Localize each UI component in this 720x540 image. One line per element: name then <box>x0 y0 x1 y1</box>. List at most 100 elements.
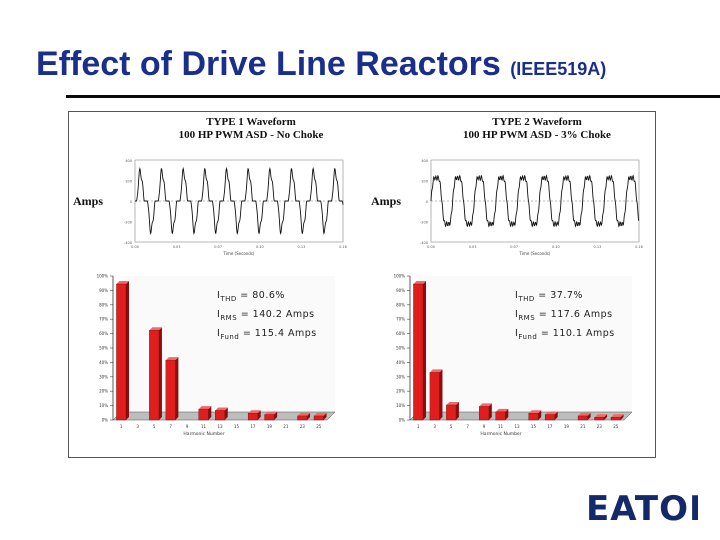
panel2-bar-top <box>610 414 624 418</box>
panel1-xaxis-label: Harmonic Number <box>183 431 224 437</box>
panel2-ytick-label: 60% <box>396 331 405 336</box>
panel1-ytick-label: 20% <box>99 389 108 394</box>
panel2-bar-side <box>620 414 624 420</box>
panel2-bar-side <box>423 281 427 420</box>
panel2-xtick-label: 5 <box>450 424 453 429</box>
panel1-bar-side <box>257 410 261 420</box>
panel1-xtick-label: 13 <box>217 424 223 429</box>
panel2-bar-top <box>594 414 608 418</box>
panel2-xtick-label: 13 <box>514 424 520 429</box>
panel1-xtick-label: 0.00 <box>131 245 139 249</box>
panel2-ytick-label: 40% <box>396 360 405 365</box>
panel2-ithd: ITHD = 37.7% <box>515 290 583 303</box>
panel2-ytick-label: 70% <box>396 317 405 322</box>
panel1-ytick-label: 80% <box>99 302 108 307</box>
panel2-xtick-label: 9 <box>483 424 486 429</box>
panel1-ytick-label: 0% <box>102 418 109 423</box>
panel1-xtick-label: 0.03 <box>173 245 181 249</box>
panel2-ytick-label: 400 <box>421 159 428 163</box>
panel2-xtick-label: 0.16 <box>635 245 643 249</box>
panel1-irms: IRMS = 140.2 Amps <box>217 309 315 322</box>
panel2-xtick-label: 0.10 <box>552 245 560 249</box>
panel2-ytick-label: 0 <box>426 200 428 204</box>
panel2-waveform-trace <box>430 174 640 228</box>
panel2-bar-23 <box>594 417 605 421</box>
panel2-amps-label: Amps <box>371 194 402 208</box>
panel1-ytick-label: 10% <box>99 403 108 408</box>
panel2-bar-side <box>439 369 443 420</box>
panel1-bar-side <box>224 407 228 420</box>
panel1-ifund: IFund = 115.4 Amps <box>217 328 317 341</box>
panel2-ytick-label: 100% <box>394 274 406 279</box>
panel2-bar-side <box>455 402 459 420</box>
panel2-bar-25 <box>610 417 621 421</box>
panel1-xaxis-label: Time (Seconds) <box>223 251 255 256</box>
eaton-logo: EATON <box>586 489 698 528</box>
panel1-ytick-label: 40% <box>99 360 108 365</box>
panel1-bar-side <box>175 357 179 420</box>
panel2-bar-top <box>479 403 492 407</box>
panel1-title-line2: 100 HP PWM ASD - No Choke <box>178 129 324 141</box>
panel2-bar-side <box>538 410 542 420</box>
panel2-bar-1 <box>413 283 424 421</box>
panel1-bar-side <box>307 412 311 420</box>
panel2-xtick-label: 23 <box>597 424 603 429</box>
panel2-ytick-label: 0% <box>399 418 406 423</box>
panel1-ytick-label: 200 <box>125 180 132 184</box>
panel2-xtick-label: 25 <box>613 424 619 429</box>
panel2-xaxis-label: Harmonic Number <box>480 431 521 437</box>
panel1-xtick-label: 23 <box>300 424 306 429</box>
panel1-xtick-label: 0.13 <box>298 245 306 249</box>
panel1-bar-top <box>149 327 162 331</box>
panel2-bar-11 <box>495 411 506 421</box>
panel1-xtick-label: 21 <box>283 424 289 429</box>
panel1-xtick-label: 17 <box>250 424 256 429</box>
panel1-bar-side <box>126 281 130 420</box>
panel2-title-line2: 100 HP PWM ASD - 3% Choke <box>463 129 611 141</box>
panel1-bar-top <box>297 412 311 416</box>
panel2-bar-side <box>604 414 608 420</box>
panel1-bar-19 <box>264 414 275 421</box>
panel1-xtick-label: 5 <box>153 424 156 429</box>
panel2-bar-5 <box>446 404 457 421</box>
panel1-bar-side <box>208 406 212 420</box>
panel2-ytick-label: -400 <box>420 241 428 245</box>
panel1-bar-top <box>313 412 327 416</box>
panel2-bar-3 <box>429 372 440 421</box>
panel1-xtick-label: 15 <box>234 424 240 429</box>
panel2-ifund: IFund = 110.1 Amps <box>515 328 615 341</box>
panel2-xtick-label: 0.07 <box>510 245 518 249</box>
panel1-ithd: ITHD = 80.6% <box>217 290 285 303</box>
panel2-xtick-label: 15 <box>531 424 537 429</box>
panel1-xtick-label: 7 <box>169 424 172 429</box>
panel2-bar-top <box>578 412 591 416</box>
panel2-bar-top <box>495 408 509 412</box>
panel1-bar-side <box>323 412 327 420</box>
panel1-ytick-label: 60% <box>99 331 108 336</box>
panel1-ytick-label: 0 <box>130 200 132 204</box>
panel1-harmonic-chart: 100%90%80%70%60%50%40%30%20%10%0%1 3 5 7 9 11… <box>97 274 336 437</box>
panel2-ytick-label: 20% <box>396 389 405 394</box>
panel1-xtick-label: 9 <box>186 424 189 429</box>
panel2-xtick-label: 11 <box>498 424 504 429</box>
panel2-title-line1: TYPE 2 Waveform <box>492 116 582 128</box>
panel2-ytick-label: 90% <box>396 288 405 293</box>
panel1-bar-side <box>158 327 162 420</box>
panel2-irms: IRMS = 117.6 Amps <box>515 309 613 322</box>
panel2-bar-21 <box>577 415 588 421</box>
panel2-bar-top <box>545 411 558 415</box>
eaton-logo-text: EATON <box>586 489 698 528</box>
panel1-ytick-label: 30% <box>99 374 108 379</box>
panel2-bar-15 <box>528 412 539 421</box>
panel2-ytick-label: 50% <box>396 346 405 351</box>
panel1-ytick-label: 90% <box>99 288 108 293</box>
panel1-bar-top <box>165 357 179 361</box>
panel2-harmonic-chart: 100%90%80%70%60%50%40%30%20%10%0%1 3 5 7 9 11… <box>394 274 633 437</box>
panel1-ytick-label: 50% <box>99 346 108 351</box>
panel2-xtick-label: 1 <box>417 424 420 429</box>
panel1-ytick-label: 70% <box>99 317 108 322</box>
panel2-xtick-label: 0.03 <box>469 245 477 249</box>
panel1-bar-top <box>248 410 261 414</box>
panel2-bar-side <box>488 403 492 420</box>
